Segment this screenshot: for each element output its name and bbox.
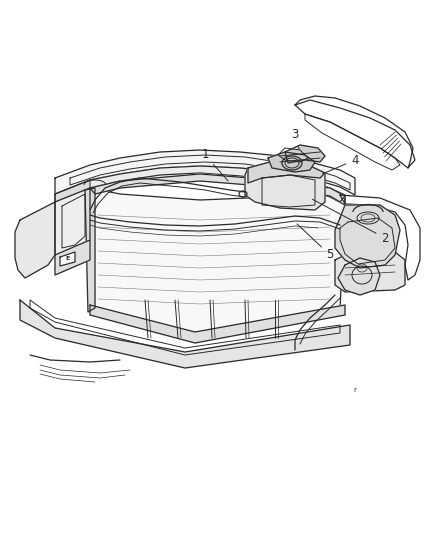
Polygon shape bbox=[55, 166, 345, 205]
Polygon shape bbox=[248, 162, 325, 183]
Polygon shape bbox=[85, 188, 95, 312]
Text: 2: 2 bbox=[312, 199, 389, 245]
Polygon shape bbox=[245, 162, 325, 210]
Polygon shape bbox=[335, 252, 405, 292]
Polygon shape bbox=[285, 145, 325, 163]
Text: E: E bbox=[65, 256, 69, 262]
Text: 1: 1 bbox=[201, 149, 228, 181]
Polygon shape bbox=[55, 188, 90, 255]
Polygon shape bbox=[20, 300, 350, 368]
Text: 4: 4 bbox=[322, 154, 359, 174]
Polygon shape bbox=[55, 180, 90, 202]
Polygon shape bbox=[55, 150, 355, 195]
Text: r: r bbox=[353, 387, 357, 393]
Polygon shape bbox=[335, 205, 400, 268]
Polygon shape bbox=[90, 305, 345, 343]
Polygon shape bbox=[90, 174, 345, 202]
Text: 5: 5 bbox=[297, 224, 334, 262]
Polygon shape bbox=[268, 152, 315, 172]
Polygon shape bbox=[15, 202, 55, 278]
Polygon shape bbox=[338, 258, 380, 295]
Text: 3: 3 bbox=[291, 128, 299, 149]
Polygon shape bbox=[90, 188, 345, 338]
Polygon shape bbox=[55, 240, 90, 275]
Polygon shape bbox=[60, 252, 75, 266]
